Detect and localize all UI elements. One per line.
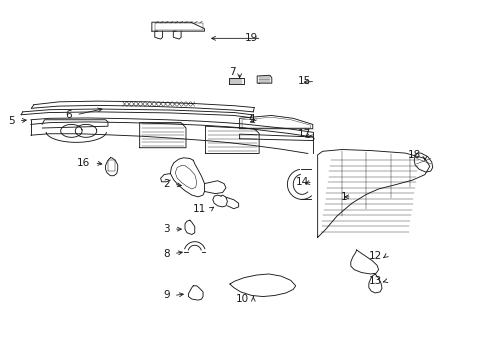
Text: 12: 12 (368, 251, 381, 261)
Text: 5: 5 (8, 116, 15, 126)
Text: 18: 18 (407, 150, 420, 160)
Text: 1: 1 (341, 192, 347, 202)
Text: 2: 2 (163, 179, 169, 189)
Text: 4: 4 (248, 114, 255, 124)
Text: 13: 13 (368, 276, 381, 286)
Text: 3: 3 (163, 224, 169, 234)
Text: 16: 16 (77, 158, 90, 168)
Text: 14: 14 (295, 177, 308, 187)
Text: 9: 9 (163, 291, 169, 301)
Text: 10: 10 (236, 294, 249, 305)
Text: 8: 8 (163, 248, 169, 258)
Text: 11: 11 (193, 204, 206, 215)
Text: 17: 17 (298, 129, 311, 139)
Text: 19: 19 (244, 33, 257, 43)
Text: 7: 7 (229, 67, 235, 77)
Text: 6: 6 (65, 110, 72, 120)
Text: 15: 15 (298, 76, 311, 86)
